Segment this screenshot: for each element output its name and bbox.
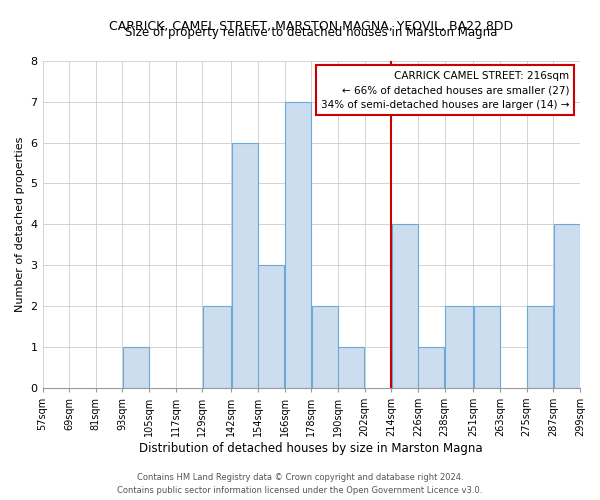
- Bar: [123, 347, 149, 388]
- Bar: [554, 224, 580, 388]
- Bar: [527, 306, 553, 388]
- Text: CARRICK CAMEL STREET: 216sqm
← 66% of detached houses are smaller (27)
34% of se: CARRICK CAMEL STREET: 216sqm ← 66% of de…: [321, 70, 569, 110]
- Bar: [474, 306, 500, 388]
- Bar: [285, 102, 311, 388]
- Bar: [232, 142, 257, 388]
- Text: CARRICK, CAMEL STREET, MARSTON MAGNA, YEOVIL, BA22 8DD: CARRICK, CAMEL STREET, MARSTON MAGNA, YE…: [109, 20, 514, 33]
- Bar: [311, 306, 338, 388]
- Bar: [338, 347, 364, 388]
- Bar: [392, 224, 418, 388]
- X-axis label: Distribution of detached houses by size in Marston Magna: Distribution of detached houses by size …: [139, 442, 483, 455]
- Y-axis label: Number of detached properties: Number of detached properties: [15, 136, 25, 312]
- Text: Contains HM Land Registry data © Crown copyright and database right 2024.
Contai: Contains HM Land Registry data © Crown c…: [118, 474, 482, 495]
- Bar: [445, 306, 473, 388]
- Bar: [259, 265, 284, 388]
- Bar: [203, 306, 231, 388]
- Title: Size of property relative to detached houses in Marston Magna: Size of property relative to detached ho…: [125, 26, 497, 38]
- Bar: [418, 347, 444, 388]
